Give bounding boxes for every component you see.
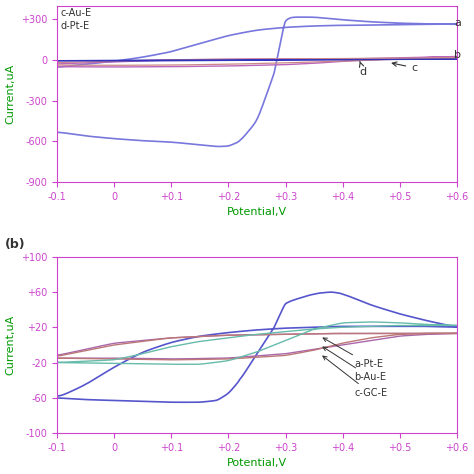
X-axis label: Potential,V: Potential,V bbox=[227, 208, 287, 218]
Text: (b): (b) bbox=[5, 238, 26, 251]
Text: a-Pt-E: a-Pt-E bbox=[323, 338, 383, 369]
Text: a: a bbox=[454, 18, 461, 28]
Text: c-Au-E
d-Pt-E: c-Au-E d-Pt-E bbox=[60, 8, 91, 31]
Text: d: d bbox=[359, 62, 367, 77]
Y-axis label: Current,uA: Current,uA bbox=[6, 315, 16, 375]
Y-axis label: Current,uA: Current,uA bbox=[6, 64, 16, 124]
Text: c-GC-E: c-GC-E bbox=[323, 356, 387, 398]
Text: b-Au-E: b-Au-E bbox=[323, 347, 386, 382]
Text: c: c bbox=[392, 62, 417, 73]
X-axis label: Potential,V: Potential,V bbox=[227, 458, 287, 468]
Text: b: b bbox=[454, 50, 461, 60]
